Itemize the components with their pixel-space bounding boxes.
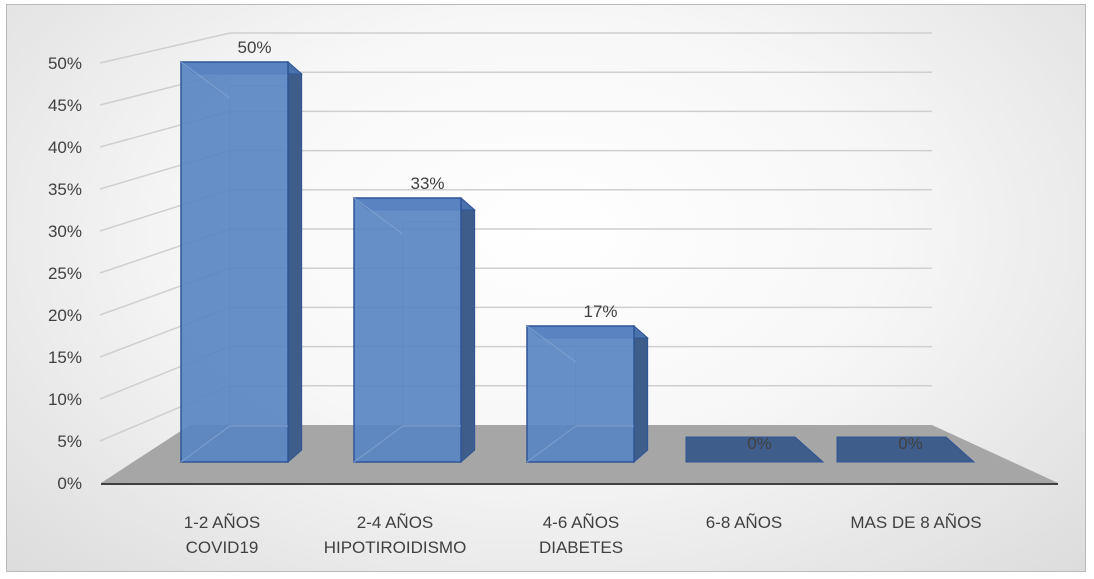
data-label: 33% — [410, 174, 444, 193]
x-category-label: 6-8 AÑOS — [706, 513, 783, 532]
y-tick-label: 10% — [48, 390, 82, 409]
y-tick-label: 5% — [57, 432, 82, 451]
bar — [180, 61, 289, 463]
y-tick-label: 40% — [48, 138, 82, 157]
data-label: 0% — [747, 434, 772, 453]
bar-side-face — [633, 324, 649, 464]
y-tick-label: 35% — [48, 180, 82, 199]
data-label: 0% — [898, 434, 923, 453]
x-category-label: 2-4 AÑOS — [357, 513, 434, 532]
y-tick-label: 20% — [48, 306, 82, 325]
data-label: 50% — [237, 38, 271, 57]
bar-inner-edge — [353, 197, 404, 235]
y-tick-label: 0% — [57, 474, 82, 493]
bar — [685, 436, 825, 463]
bar-side-face — [287, 60, 303, 464]
x-category-label: MAS DE 8 AÑOS — [850, 513, 981, 532]
x-category-label: COVID19 — [186, 538, 259, 557]
bar-inner-edge — [526, 425, 577, 463]
y-tick-label: 15% — [48, 348, 82, 367]
bar-side-face — [460, 196, 476, 464]
x-category-label: 4-6 AÑOS — [543, 513, 620, 532]
x-category-label: DIABETES — [539, 538, 623, 557]
gridline-depth — [99, 32, 231, 64]
bar-inner-edge — [526, 325, 577, 363]
bar — [353, 197, 462, 463]
y-tick-label: 25% — [48, 264, 82, 283]
bar-inner-edge — [353, 425, 404, 463]
bar-inner-edge — [180, 425, 231, 463]
bar — [526, 325, 635, 463]
data-label: 17% — [583, 302, 617, 321]
bar-inner-edge — [180, 61, 231, 99]
y-tick-label: 45% — [48, 96, 82, 115]
x-category-label: HIPOTIROIDISMO — [324, 538, 467, 557]
x-category-label: 1-2 AÑOS — [184, 513, 261, 532]
bar — [836, 436, 976, 463]
y-tick-label: 50% — [48, 54, 82, 73]
y-tick-label: 30% — [48, 222, 82, 241]
